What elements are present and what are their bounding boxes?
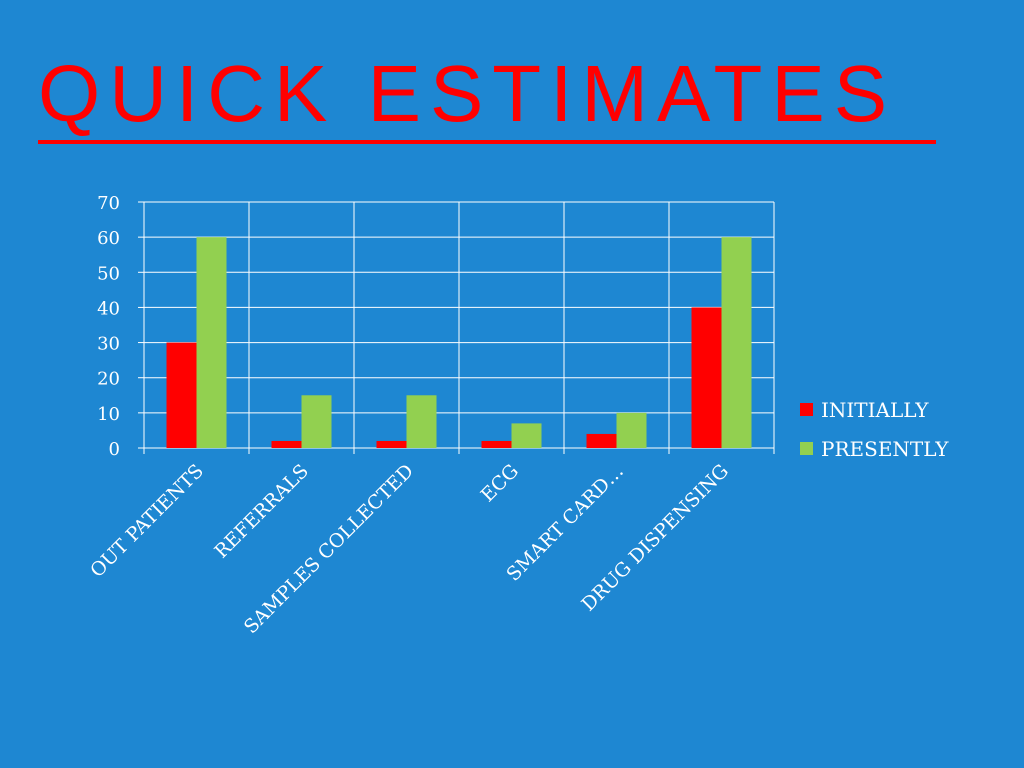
x-category-label: SMART CARD…	[502, 460, 628, 586]
bar-initially-0	[166, 342, 197, 448]
x-category-label: OUT PATIENTS	[86, 460, 208, 582]
legend-swatch-initially	[800, 403, 813, 416]
bar-initially-2	[376, 440, 407, 448]
y-tick-label: 30	[97, 334, 120, 355]
y-tick-label: 70	[97, 193, 120, 214]
y-tick-label: 40	[97, 298, 120, 319]
legend-label-presently: PRESENTLY	[821, 437, 949, 461]
y-tick-label: 50	[97, 263, 120, 284]
bar-initially-5	[691, 307, 722, 448]
bar-presently-3	[511, 423, 542, 448]
x-category-label: ECG	[477, 460, 523, 506]
bar-initially-1	[271, 440, 302, 448]
legend-label-initially: INITIALLY	[821, 398, 929, 422]
bar-presently-4	[616, 412, 647, 448]
bar-presently-5	[721, 237, 752, 448]
slide-title-text: QUICK ESTIMATES	[38, 49, 897, 138]
bar-initially-4	[586, 433, 617, 448]
x-category-label: SAMPLES COLLECTED	[240, 460, 418, 638]
y-tick-label: 20	[97, 369, 120, 390]
y-tick-label: 0	[109, 439, 120, 460]
slide-title: QUICK ESTIMATES	[38, 52, 936, 144]
x-category-label: REFERRALS	[210, 460, 313, 563]
y-tick-label: 60	[97, 228, 120, 249]
bar-initially-3	[481, 440, 512, 448]
bar-presently-1	[301, 395, 332, 448]
y-tick-label: 10	[97, 404, 120, 425]
legend-swatch-presently	[800, 442, 813, 455]
bar-presently-0	[196, 237, 227, 448]
bar-presently-2	[406, 395, 437, 448]
